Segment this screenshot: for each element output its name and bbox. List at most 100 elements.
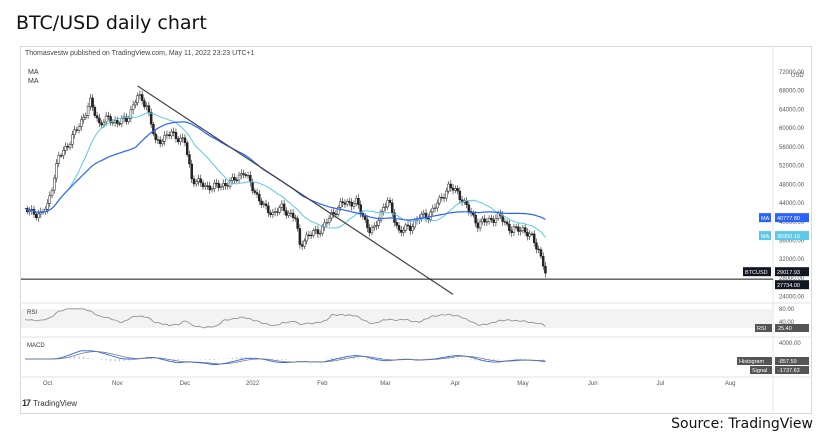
candle-body [165,134,169,136]
candle-body [183,137,187,143]
price-tag-value: 29017.93 [777,270,800,276]
candle-body [226,185,230,187]
candle-body [158,139,162,145]
candle-body [201,182,205,188]
x-tick-label: Apr [451,381,460,387]
candle-body [280,203,284,208]
candle-body [224,183,227,186]
candle-body [57,155,61,164]
candle-body [386,199,389,208]
candle-body [235,179,239,182]
candle-body [445,190,448,199]
candle-body [298,228,302,245]
candle-body [294,217,297,219]
candle-body [409,225,412,231]
macd-tick: 4000.00 [779,341,801,347]
y-tick-label: 48000.00 [779,182,805,188]
price-tag-label-bg [759,231,771,241]
candle-body [194,181,198,185]
candle-body [420,214,423,219]
price-tag-bg [775,267,809,277]
candle-body [242,173,245,175]
candle-body [487,217,491,223]
x-tick-label: 2022 [246,381,260,387]
candle-body [440,196,444,199]
candle-body [80,119,83,127]
candle-body [147,105,151,113]
candle-body [388,199,392,204]
rsi-band [21,309,773,328]
x-tick-label: Jul [657,381,665,387]
candle-body [379,211,383,221]
candle-body [50,189,54,196]
candle-body [296,218,299,229]
candle-body [481,218,484,223]
candle-body [77,126,81,131]
publisher-text: Thomasvestw published on TradingView.com… [25,50,255,57]
chart-canvas: 72000.00 68000.00 64000.00 60000.00 56000.00… [21,47,811,413]
candle-body [145,105,148,108]
candle-body [514,226,518,228]
candle-body [125,116,128,122]
candle-body [341,201,344,204]
candle-body [197,178,200,182]
candle-body [249,175,252,183]
candle-body [334,213,338,215]
rsi-label: RSI [27,310,37,316]
page-title: BTC/USD daily chart [16,12,207,34]
candle-body [363,216,367,220]
candle-body [134,102,137,106]
candle-body [251,182,254,192]
candle-body [203,185,207,188]
candle-body [285,210,288,216]
ma-legend-label-2: MA [28,78,39,85]
candle-body [370,226,374,234]
candle-body [530,233,534,235]
signal-tag-label: Signal [752,368,767,374]
source-text: Source: TradingView [671,416,813,432]
candle-body [210,188,214,191]
candle-body [271,211,275,215]
y-tick-label: 24000.00 [779,295,805,301]
signal-value: -1737.63 [778,368,800,374]
candle-body [93,107,97,116]
candle-body [233,177,236,181]
candle-body [276,211,279,213]
candle-body [102,121,106,126]
candle-body [167,134,171,137]
candle-body [143,100,146,108]
candle-body [505,221,509,225]
candle-body [307,234,311,237]
candle-body [246,175,250,177]
candle-body [190,163,193,180]
candle-body [163,134,166,142]
candle-body [395,222,398,226]
candle-body [390,202,394,214]
y-tick-label: 64000.00 [779,107,805,113]
candle-body [75,129,79,131]
candle-body [219,186,223,189]
candle-body [35,213,38,219]
candle-body [28,210,31,213]
chart-container[interactable]: Thomasvestw published on TradingView.com… [20,46,812,414]
candle-body [332,212,335,215]
candle-body [544,265,547,274]
candle-body [84,115,88,118]
candle-body [384,206,387,208]
candle-body [37,213,40,219]
candle-body [372,225,376,228]
candle-body [237,174,241,181]
candle-body [478,221,482,229]
candle-body [476,222,480,229]
candle-body [287,212,290,216]
candle-body [503,221,507,223]
candle-body [291,212,295,218]
candle-body [526,232,529,237]
candle-body [228,180,232,187]
candle-body [535,242,538,250]
candle-body [208,185,211,191]
x-tick-label: Feb [317,381,328,387]
candle-body [492,219,495,223]
y-tick-label: 36000.00 [779,239,805,245]
candle-body [222,183,225,187]
